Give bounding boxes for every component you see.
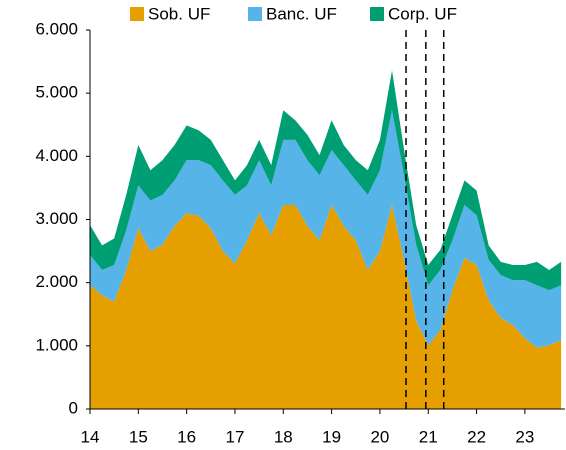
x-tick-label: 21 xyxy=(419,427,438,446)
x-tick-label: 16 xyxy=(177,427,196,446)
x-tick-label: 19 xyxy=(322,427,341,446)
area xyxy=(90,70,562,291)
x-tick-label: 20 xyxy=(370,427,389,446)
x-tick-label: 15 xyxy=(129,427,148,446)
x-tick-label: 14 xyxy=(81,427,100,446)
x-tick-label: 18 xyxy=(274,427,293,446)
y-tick-label: 3.000 xyxy=(35,209,78,228)
y-tick-label: 0 xyxy=(69,398,78,417)
x-tick-label: 22 xyxy=(467,427,486,446)
legend-swatch xyxy=(130,7,144,21)
y-tick-label: 1.000 xyxy=(35,335,78,354)
y-tick-label: 4.000 xyxy=(35,146,78,165)
y-tick-label: 6.000 xyxy=(35,19,78,38)
legend-swatch xyxy=(370,7,384,21)
y-tick-label: 2.000 xyxy=(35,272,78,291)
legend-swatch xyxy=(248,7,262,21)
x-tick-label: 17 xyxy=(226,427,245,446)
legend-label: Sob. UF xyxy=(148,4,210,23)
y-tick-label: 5.000 xyxy=(35,83,78,102)
legend-label: Banc. UF xyxy=(266,4,337,23)
legend-label: Corp. UF xyxy=(388,4,457,23)
x-tick-label: 23 xyxy=(515,427,534,446)
